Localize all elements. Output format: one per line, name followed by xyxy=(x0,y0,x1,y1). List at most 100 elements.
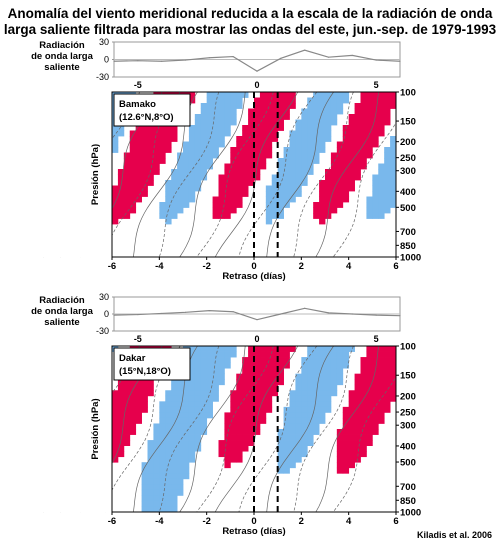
bamako-cell xyxy=(218,141,225,148)
dakar-cell xyxy=(336,456,344,463)
dakar-cell xyxy=(183,384,190,391)
bamako-cell xyxy=(366,196,373,203)
dakar-cell xyxy=(277,351,284,358)
bamako-cell xyxy=(372,108,379,115)
dakar-cell xyxy=(188,406,196,413)
bamako-cell xyxy=(295,119,302,126)
bamako-cell xyxy=(177,191,184,197)
bamako-cell xyxy=(307,114,314,120)
bamako-cell xyxy=(236,202,243,208)
dakar-cell xyxy=(135,390,142,397)
dakar-cell xyxy=(301,451,308,458)
bamako-cell xyxy=(307,103,314,109)
bamako-cell xyxy=(330,174,338,181)
dakar-cell xyxy=(171,445,178,452)
bamako-cell xyxy=(212,97,219,104)
dakar-cell xyxy=(242,445,249,452)
bamako-cell xyxy=(295,158,302,164)
dakar-cell xyxy=(330,373,338,380)
dakar-cell xyxy=(159,473,166,480)
bamako-cell xyxy=(188,196,196,203)
dakar-cell xyxy=(230,346,237,352)
dakar-cell xyxy=(378,384,385,391)
olr-bamako-point xyxy=(208,57,210,59)
bamako-cell xyxy=(194,141,202,148)
bamako-cell xyxy=(384,97,391,104)
bamako-cell xyxy=(254,130,261,137)
dakar-cell xyxy=(283,440,290,446)
bamako-cell xyxy=(330,103,338,109)
dakar-cell xyxy=(188,434,196,441)
dakar-cell xyxy=(171,379,178,386)
dakar-cell xyxy=(177,456,184,463)
dakar-cell xyxy=(183,467,190,474)
dakar-cell xyxy=(177,440,184,446)
dakar-cell xyxy=(242,379,249,386)
bamako-cell xyxy=(165,180,172,186)
dakar-cell xyxy=(188,390,196,397)
bamako-cell xyxy=(325,136,332,142)
bamako-cell xyxy=(390,158,397,164)
dakar-cell xyxy=(248,351,255,358)
dakar-cell xyxy=(348,395,355,402)
dakar-cell xyxy=(194,395,202,402)
dakar-cell xyxy=(301,373,308,380)
bamako-cell xyxy=(129,207,137,214)
dakar-cell xyxy=(307,406,314,413)
bamako-cell xyxy=(129,136,137,142)
bamako-ytick-label: 300 xyxy=(400,166,416,177)
dakar-cell xyxy=(153,462,160,469)
olr-dakar-point xyxy=(256,319,258,321)
bamako-cell xyxy=(319,141,326,148)
bamako-cell xyxy=(384,196,391,203)
bamako-cell xyxy=(295,180,302,186)
bamako-cell xyxy=(265,92,273,98)
bamako-cell xyxy=(224,103,231,109)
bamako-cell xyxy=(259,125,267,131)
bamako-xtick-label: -6 xyxy=(108,261,116,272)
bamako-cell xyxy=(171,136,178,142)
dakar-contour xyxy=(179,345,246,513)
bamako-cell xyxy=(177,207,184,214)
dakar-cell xyxy=(348,406,355,413)
bamako-contour xyxy=(196,91,274,258)
dakar-cell xyxy=(378,401,385,408)
bamako-cell xyxy=(200,158,208,164)
bamako-cell xyxy=(218,202,225,208)
bamako-cell xyxy=(348,163,355,170)
dakar-cell xyxy=(224,462,231,469)
dakar-cell xyxy=(153,478,160,485)
bamako-cell xyxy=(218,130,225,137)
bamako-cell xyxy=(342,169,350,175)
bamako-cell xyxy=(230,158,237,164)
olr-dakar-ylabel-line: de onda larga xyxy=(31,306,93,317)
dakar-cell xyxy=(188,401,196,408)
dakar-cell xyxy=(360,379,367,386)
bamako-cell xyxy=(183,174,190,181)
bamako-cell xyxy=(354,136,361,142)
bamako-cell xyxy=(259,103,267,109)
dakar-cell xyxy=(295,406,302,413)
dakar-cell xyxy=(319,346,326,352)
olr-bamako-point xyxy=(399,60,401,62)
dakar-cell xyxy=(384,390,391,397)
dakar-cell xyxy=(307,373,314,380)
bamako-xlabel: Retraso (días) xyxy=(222,271,285,282)
bamako-cell xyxy=(384,180,391,186)
bamako-cell xyxy=(165,191,172,197)
dakar-cell xyxy=(147,484,154,491)
bamako-cell xyxy=(218,191,225,197)
bamako-cell xyxy=(354,147,361,153)
bamako-cell xyxy=(277,185,284,192)
dakar-cell xyxy=(135,401,142,408)
bamako-cell xyxy=(289,174,296,181)
dakar-cell xyxy=(313,346,320,352)
olr-dakar-ytick-label: -30 xyxy=(96,326,109,336)
bamako-cell xyxy=(141,130,148,137)
bamako-cell xyxy=(129,185,137,192)
dakar-cell xyxy=(248,384,255,391)
bamako-cell xyxy=(319,196,326,203)
bamako-cell xyxy=(224,185,231,192)
dakar-cell xyxy=(283,451,290,458)
